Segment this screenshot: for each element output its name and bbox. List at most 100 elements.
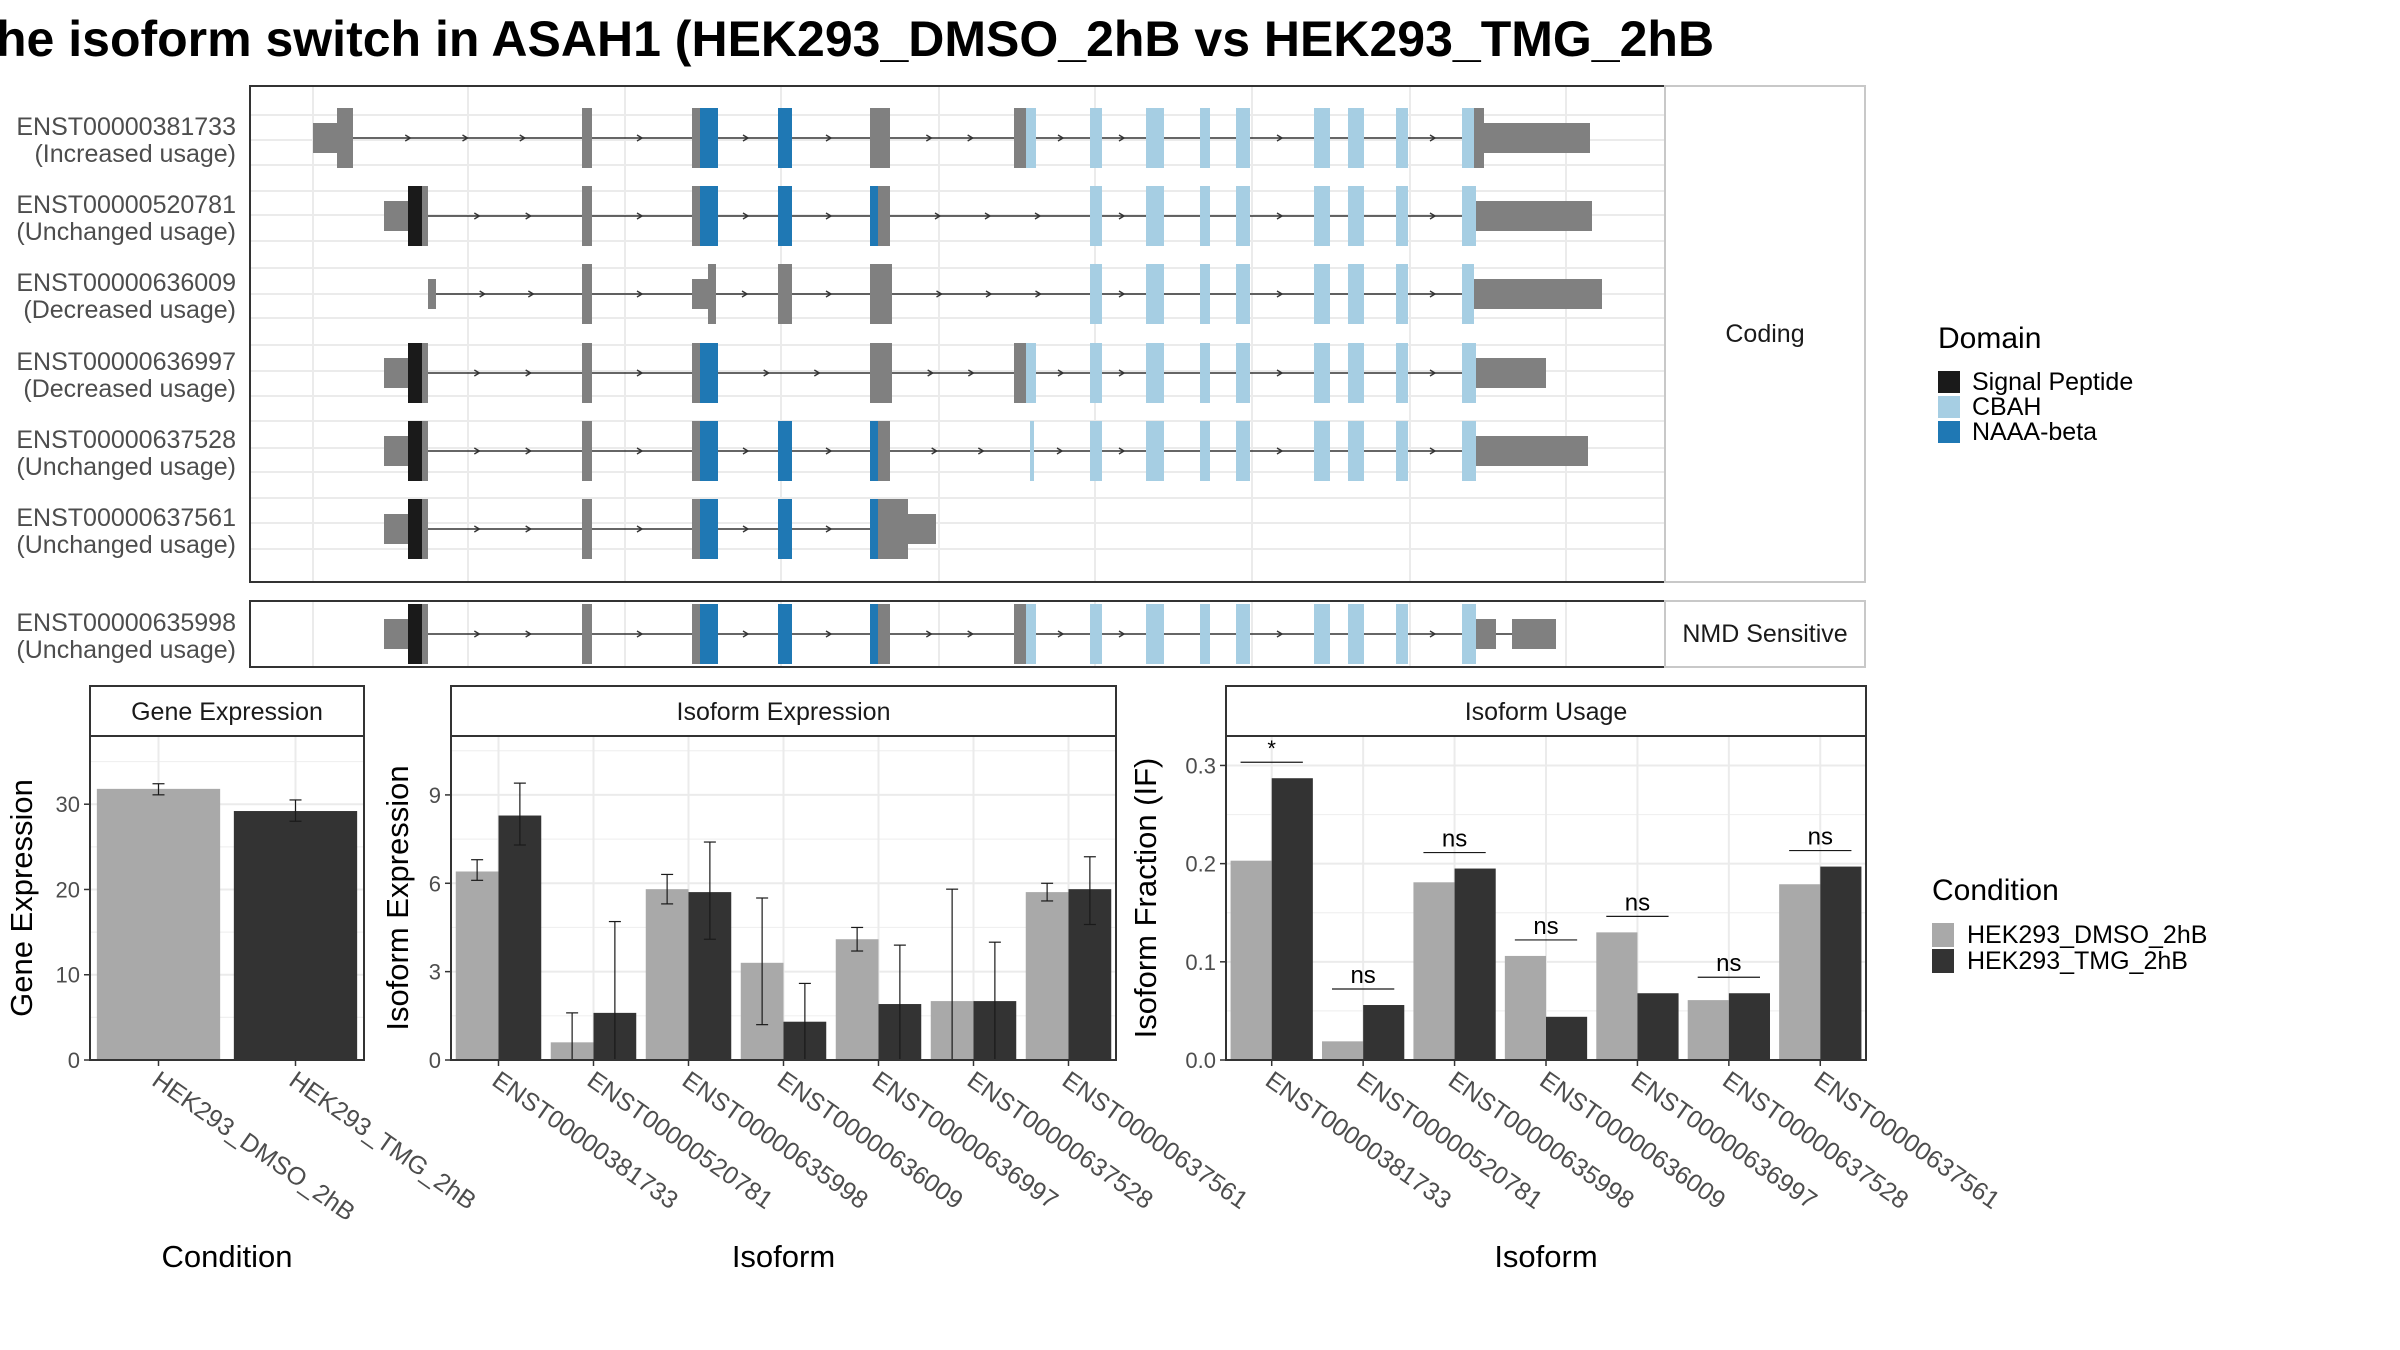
exon (1396, 108, 1408, 168)
intron-arrow (1056, 447, 1064, 455)
intron-arrow (1429, 212, 1437, 220)
exon (1348, 343, 1364, 403)
intron-arrow (1429, 369, 1437, 377)
exon (1462, 343, 1476, 403)
exon (1200, 186, 1210, 246)
transcript-usage-label: (Unchanged usage) (16, 218, 236, 246)
bar (96, 788, 221, 1060)
exon (1314, 343, 1330, 403)
intron-arrow (525, 369, 533, 377)
exon (1090, 264, 1102, 324)
intron-arrow (825, 630, 833, 638)
exon (870, 108, 878, 168)
significance-label: ns (1350, 962, 1375, 989)
intron-arrow (473, 630, 481, 638)
transcript-row: ENST00000381733(Increased usage) (16, 108, 1590, 168)
exon (582, 264, 592, 324)
exon (700, 604, 718, 664)
intron-arrow (473, 369, 481, 377)
exon (1014, 604, 1026, 664)
intron-arrow (825, 212, 833, 220)
transcript-usage-label: (Increased usage) (34, 140, 236, 168)
exon (582, 108, 592, 168)
exon (582, 343, 592, 403)
exon (1026, 108, 1036, 168)
exon (1026, 604, 1036, 664)
exon (1236, 604, 1250, 664)
intron-arrow (1276, 290, 1284, 298)
y-tick-label: 0.2 (1185, 852, 1216, 877)
exon (1200, 264, 1210, 324)
transcript-row: ENST00000635998(Unchanged usage) (16, 604, 1556, 664)
bar (455, 871, 499, 1060)
isoform-usage-panel: Isoform Usage0.00.10.20.3*nsnsnsnsnsnsEN… (1128, 685, 2005, 1274)
intron-arrow (404, 134, 412, 142)
intron-arrow (473, 447, 481, 455)
exon (1090, 343, 1102, 403)
intron-arrow (977, 447, 985, 455)
exon (1146, 264, 1164, 324)
exon (1030, 421, 1034, 481)
intron-arrow (825, 134, 833, 142)
intron-arrow (763, 369, 771, 377)
intron-arrow (936, 290, 943, 298)
bar (1322, 1041, 1364, 1060)
exon (1146, 108, 1164, 168)
intron-arrow (1429, 630, 1437, 638)
intron-arrow (742, 212, 750, 220)
bar (1454, 868, 1496, 1060)
intron-arrow (473, 525, 481, 533)
exon (1348, 604, 1364, 664)
exon (408, 343, 422, 403)
coding-strip-label: Coding (1725, 320, 1804, 348)
intron-arrow (825, 525, 833, 533)
intron-arrow (825, 290, 833, 298)
bar (1413, 882, 1455, 1060)
exon (1014, 343, 1026, 403)
exon (1512, 619, 1556, 649)
y-tick-label: 20 (56, 877, 80, 902)
exon (1314, 186, 1330, 246)
transcript-row: ENST00000637561(Unchanged usage) (16, 499, 936, 559)
exon (1476, 358, 1546, 388)
domain-legend-title: Domain (1938, 322, 2041, 355)
y-tick-label: 0.0 (1185, 1048, 1216, 1073)
exon (1484, 123, 1590, 153)
panel-title: Isoform Usage (1465, 698, 1628, 726)
domain-legend-swatch (1938, 371, 1960, 393)
exon (582, 421, 592, 481)
bar (1230, 860, 1272, 1060)
exon (337, 108, 353, 168)
exon (870, 604, 878, 664)
intron-arrow (525, 525, 533, 533)
intron-arrow (462, 134, 469, 142)
transcript-id-label: ENST00000635998 (16, 609, 236, 637)
exon (1314, 108, 1330, 168)
bar (1025, 892, 1069, 1060)
exon (700, 108, 718, 168)
figure-title: he isoform switch in ASAH1 (HEK293_DMSO_… (0, 11, 1714, 67)
exon (582, 604, 592, 664)
exon (692, 421, 700, 481)
exon (384, 514, 408, 544)
bar (1779, 884, 1821, 1060)
exon (778, 499, 792, 559)
exon (1476, 619, 1496, 649)
exon (582, 186, 592, 246)
exon (408, 421, 422, 481)
coding-panel-bg (250, 86, 1665, 582)
y-axis-title: Isoform Fraction (IF) (1128, 758, 1163, 1039)
exon (1026, 343, 1036, 403)
exon (708, 264, 716, 324)
transcript-usage-label: (Decreased usage) (23, 375, 236, 403)
exon (1200, 343, 1210, 403)
intron-arrow (479, 290, 487, 298)
exon (428, 279, 436, 309)
exon (1090, 421, 1102, 481)
significance-label: * (1267, 736, 1276, 761)
exon (1314, 264, 1330, 324)
domain-legend-label: NAAA-beta (1972, 418, 2097, 446)
exon (778, 264, 792, 324)
transcript-usage-label: (Unchanged usage) (16, 453, 236, 481)
